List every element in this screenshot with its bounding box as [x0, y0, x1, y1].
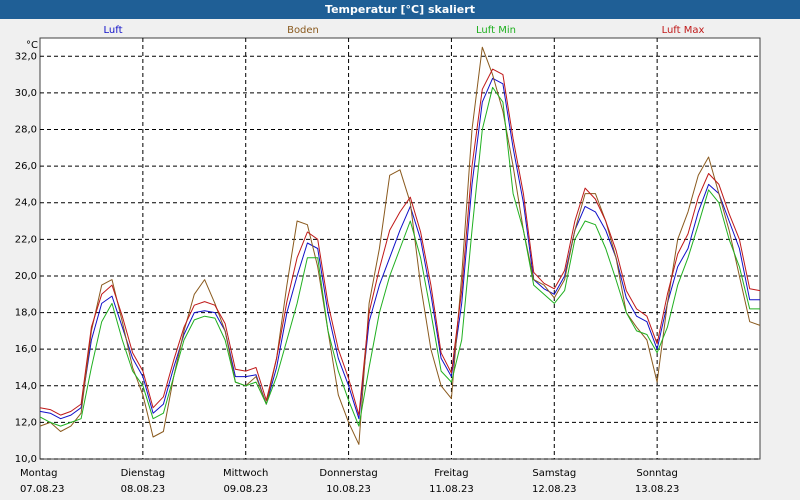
- x-axis: Montag 07.08.23 Dienstag 08.08.23 Mittwoch 09…: [20, 468, 679, 495]
- x-tick-date: 13.08.23: [635, 484, 680, 495]
- legend-item: Luft Min: [476, 25, 516, 36]
- legend-item: Luft Max: [662, 25, 705, 36]
- legend-item: Boden: [287, 25, 319, 36]
- x-tick-date: 12.08.23: [532, 484, 577, 495]
- temperature-chart: °C 10,0 12,0 14,0 16,0 18,0 20,0 22,0 24,0 26,0 2…: [0, 19, 800, 500]
- series-line-boden: [39, 46, 761, 445]
- y-tick-label: 12,0: [15, 417, 37, 428]
- y-tick-label: 22,0: [15, 234, 37, 245]
- y-tick-label: 10,0: [15, 454, 37, 465]
- legend-item: Luft: [104, 25, 123, 36]
- y-tick-label: 32,0: [15, 51, 37, 62]
- y-axis: °C 10,0 12,0 14,0 16,0 18,0 20,0 22,0 24,0 26,0 2…: [15, 40, 38, 465]
- series-line-luft: [39, 77, 760, 420]
- x-tick-date: 09.08.23: [223, 484, 268, 495]
- y-tick-label: 14,0: [15, 381, 37, 392]
- y-axis-unit: °C: [26, 40, 38, 51]
- series-line-luft-max: [39, 68, 761, 416]
- chart-title: Temperatur [°C] skaliert: [0, 0, 800, 19]
- x-tick-weekday: Mittwoch: [223, 468, 268, 479]
- x-tick-weekday: Donnerstag: [319, 468, 377, 479]
- y-tick-label: 28,0: [15, 125, 37, 136]
- series-lines: [39, 46, 761, 445]
- x-tick-date: 10.08.23: [326, 484, 371, 495]
- y-tick-label: 20,0: [15, 271, 37, 282]
- x-tick-weekday: Dienstag: [121, 468, 166, 479]
- y-tick-label: 26,0: [15, 161, 37, 172]
- legend: Luft Boden Luft Min Luft Max: [104, 25, 705, 36]
- x-tick-weekday: Freitag: [434, 468, 468, 479]
- y-tick-label: 30,0: [15, 88, 37, 99]
- y-tick-label: 16,0: [15, 344, 37, 355]
- grid: [40, 38, 760, 460]
- x-tick-weekday: Montag: [20, 468, 57, 479]
- x-tick-date: 11.08.23: [429, 484, 474, 495]
- x-tick-date: 07.08.23: [20, 484, 65, 495]
- x-tick-weekday: Sonntag: [636, 468, 678, 479]
- y-tick-label: 18,0: [15, 308, 37, 319]
- x-tick-date: 08.08.23: [121, 484, 166, 495]
- x-tick-weekday: Samstag: [532, 468, 576, 479]
- y-tick-label: 24,0: [15, 198, 37, 209]
- series-line-luft-min: [39, 86, 760, 427]
